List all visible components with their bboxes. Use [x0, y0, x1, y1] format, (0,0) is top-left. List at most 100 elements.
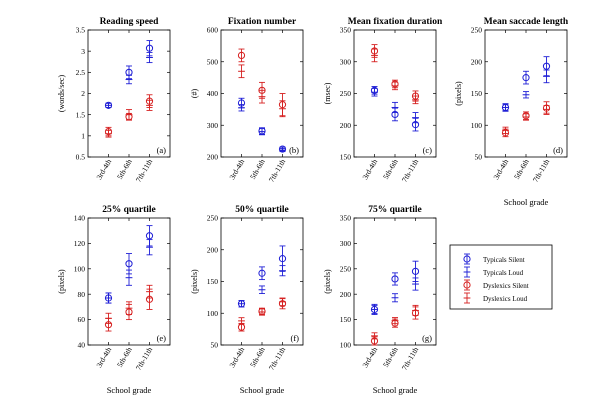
series-dyslexics-silent: [237, 48, 287, 117]
x-tick-label: 7th-11th: [134, 157, 154, 183]
y-tick-label: 300: [340, 57, 352, 66]
y-tick-label: 200: [340, 290, 352, 299]
legend-marker-plus: [463, 292, 471, 304]
y-tick-label: 250: [340, 264, 352, 273]
series-typicals-loud: [105, 239, 153, 304]
legend-entry-dyslexics-loud: Dyslexics Loud: [463, 292, 528, 304]
x-tick-label: 5th-6th: [115, 345, 134, 368]
panel-letter: (f): [291, 333, 300, 343]
y-tick-label: 3.5: [76, 26, 86, 35]
legend-label: Typicals Silent: [483, 256, 525, 264]
data-point-circle: [278, 255, 287, 263]
series-dyslexics-loud: [238, 64, 286, 118]
panel-letter: (b): [289, 145, 299, 155]
y-tick-label: 100: [471, 121, 483, 130]
data-point-circle: [411, 267, 420, 275]
series-dyslexics-loud: [371, 304, 419, 340]
legend-marker-circle: [463, 279, 471, 291]
x-tick-label: 5th-6th: [115, 157, 134, 180]
series-typicals-loud: [238, 104, 286, 153]
x-axis-label: School grade: [240, 385, 285, 395]
chart-panel-b: Fixation number 200 300 400 500 600 3rd-4th 5th…: [190, 17, 304, 184]
y-axis-label: (pixels): [323, 269, 332, 294]
x-tick-label: 3rd-4th: [227, 345, 246, 369]
x-tick-label: 5th-6th: [381, 345, 400, 368]
panel-title: Reading speed: [100, 17, 160, 27]
data-point-circle: [125, 260, 133, 268]
x-tick-label: 3rd-4th: [227, 157, 246, 181]
panel-letter: (g): [422, 333, 432, 343]
x-tick-label: 3rd-4th: [360, 157, 379, 181]
legend-entry-typicals-silent: Typicals Silent: [463, 253, 525, 265]
chart-panel-e: 25% quartile 40 60 80 100 120 140 3rd-4th 5th-6t…: [57, 205, 171, 395]
y-tick-label: 50: [211, 341, 219, 350]
y-tick-label: 3: [81, 47, 85, 56]
y-axis-label: (msec): [323, 82, 332, 104]
legend-entry-dyslexics-silent: Dyslexics Silent: [463, 279, 529, 291]
x-tick-label: 7th-11th: [134, 345, 154, 371]
data-point-circle: [258, 269, 266, 277]
y-tick-label: 350: [340, 214, 352, 223]
y-tick-label: 200: [207, 153, 219, 162]
y-tick-label: 50: [475, 153, 483, 162]
y-tick-label: 150: [340, 153, 352, 162]
legend-entry-typicals-loud: Typicals Loud: [463, 266, 524, 278]
y-tick-label: 0.5: [76, 153, 86, 162]
chart-panel-g: 75% quartile 100 150 200 250 300 350 3rd-4th 5th…: [323, 205, 437, 395]
series-typicals-loud: [502, 69, 550, 112]
y-tick-label: 250: [340, 89, 352, 98]
y-tick-label: 80: [78, 290, 86, 299]
y-axis-label: (pixels): [57, 269, 66, 294]
y-tick-label: 200: [471, 57, 483, 66]
panel-title: 75% quartile: [368, 205, 422, 215]
axes-box: [220, 217, 304, 346]
x-tick-label: 7th-11th: [267, 157, 287, 183]
x-tick-label: 3rd-4th: [491, 157, 510, 181]
y-tick-label: 400: [207, 89, 219, 98]
series-dyslexics-loud: [238, 297, 286, 325]
panel-letter: (c): [423, 145, 433, 155]
x-axis-label: School grade: [107, 385, 152, 395]
data-point-circle: [463, 255, 471, 263]
y-tick-label: 140: [74, 214, 86, 223]
y-tick-label: 100: [340, 341, 352, 350]
legend-marker-circle: [463, 253, 471, 265]
data-point-circle: [145, 232, 154, 240]
x-tick-label: 3rd-4th: [360, 345, 379, 369]
x-tick-label: 3rd-4th: [94, 345, 113, 369]
legend-label: Dyslexics Silent: [483, 282, 529, 290]
x-tick-label: 7th-11th: [400, 157, 420, 183]
data-point-circle: [463, 281, 471, 289]
panel-title: Fixation number: [228, 17, 297, 27]
y-tick-label: 100: [74, 264, 86, 273]
y-tick-label: 150: [207, 277, 219, 286]
chart-panel-a: Reading speed 0.5 1 1.5 2 2.5 3 3.5 3rd-4th 5th-6…: [57, 17, 171, 184]
y-tick-label: 300: [340, 239, 352, 248]
axes-box: [87, 29, 171, 158]
chart-panel-c: Mean fixation duration 150 200 250 300 350 3rd…: [323, 17, 443, 184]
y-tick-label: 100: [207, 309, 219, 318]
data-point-circle: [522, 74, 530, 82]
x-tick-label: 7th-11th: [531, 157, 551, 183]
data-point-circle: [237, 51, 246, 60]
series-dyslexics-loud: [502, 105, 550, 134]
y-tick-label: 250: [471, 26, 483, 35]
data-point-circle: [145, 44, 154, 52]
panel-title: Mean fixation duration: [348, 17, 443, 27]
y-tick-label: 150: [471, 89, 483, 98]
x-tick-label: 7th-11th: [400, 345, 420, 371]
axes-box: [353, 29, 437, 158]
series-dyslexics-loud: [371, 48, 419, 105]
chart-panel-f: 50% quartile 50 100 150 200 250 3rd-4th 5th-6th…: [190, 205, 304, 395]
series-dyslexics-loud: [105, 284, 153, 324]
y-axis-label: (words/sec): [57, 75, 66, 113]
panel-letter: (a): [157, 145, 167, 155]
y-tick-label: 250: [207, 214, 219, 223]
x-tick-label: 7th-11th: [267, 345, 287, 371]
y-tick-label: 150: [340, 315, 352, 324]
y-tick-label: 40: [78, 341, 86, 350]
panel-letter: (e): [157, 333, 167, 343]
y-tick-label: 60: [78, 315, 86, 324]
y-tick-label: 200: [340, 121, 352, 130]
